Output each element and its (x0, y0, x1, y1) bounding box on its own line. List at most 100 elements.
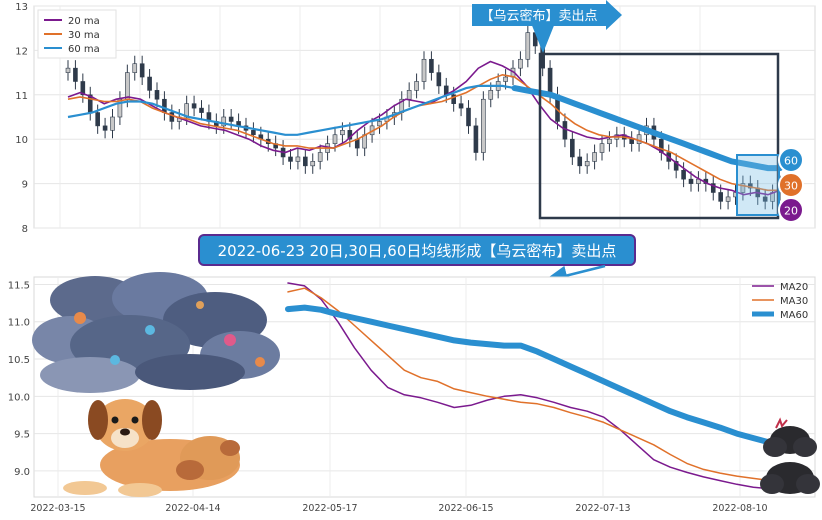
bottom-line-MA20 (287, 282, 771, 490)
candle-body (592, 152, 597, 162)
candle-body (102, 125, 108, 131)
candle-body (421, 58, 427, 82)
candle-body (132, 63, 138, 73)
bottom-x-axis-ticks: 2022-03-15 2022-04-14 2022-05-17 2022-06-15… (30, 503, 767, 514)
bottom-y-axis-ticks: 9.0 9.5 10.0 10.5 11.0 11.5 (8, 280, 30, 477)
candle-body (488, 90, 494, 100)
candle-body (154, 90, 160, 100)
candle-body (110, 116, 115, 131)
candle-body (317, 152, 323, 162)
ma-badges: 60 30 20 (778, 147, 804, 223)
candle-body (436, 72, 442, 87)
bottom-legend-label: MA20 (780, 282, 808, 293)
top-legend-label: 20 ma (68, 16, 100, 27)
top-ma-lines (67, 60, 783, 196)
candle-body (629, 138, 634, 144)
bottom-chart-panel: 9.0 9.5 10.0 10.5 11.0 11.5 2022-03-15 2022-04… (8, 272, 820, 514)
candle-body (80, 81, 86, 96)
bottom-ma-lines (285, 282, 773, 490)
candle-body (547, 67, 553, 96)
top-line-60-ma-emphasis (511, 85, 783, 172)
candle-body (451, 94, 456, 104)
candle-body (577, 156, 583, 167)
bottom-x-tick-label: 2022-07-13 (575, 503, 630, 514)
candle-body (221, 116, 227, 127)
candle-body (95, 112, 100, 127)
candle-body (503, 76, 508, 82)
candle-body (332, 134, 338, 144)
bottom-line-MA30 (287, 287, 771, 482)
top-y-tick-label: 9 (22, 180, 28, 191)
storm-cloud-illustration (32, 272, 280, 393)
candle-body (473, 125, 479, 153)
candle-body (525, 32, 531, 60)
candle-body (570, 138, 575, 158)
candle-body (466, 107, 471, 127)
top-y-tick-label: 13 (15, 2, 28, 13)
bottom-line-MA60 (285, 304, 773, 446)
badge-60-label: 60 (784, 155, 798, 168)
bottom-chart-title: 2022-06-23 20日,30日,60日均线形成【乌云密布】卖出点 (218, 242, 617, 260)
bottom-y-tick-label: 11.5 (8, 280, 30, 291)
candle-body (251, 130, 256, 136)
candle-body (340, 130, 345, 136)
dark-cloud-icon (760, 417, 820, 494)
candle-body (636, 134, 642, 144)
top-y-tick-label: 10 (15, 135, 28, 146)
candle-body (414, 81, 419, 91)
candle-body (73, 67, 78, 82)
top-plot-area (33, 5, 816, 229)
bottom-x-tick-label: 2022-04-14 (165, 503, 220, 514)
candle-body (607, 138, 612, 144)
top-y-tick-label: 11 (15, 91, 28, 102)
candle-body (740, 183, 746, 193)
candle-body (532, 32, 538, 47)
bottom-y-tick-label: 9.5 (14, 430, 30, 441)
candle-body (762, 196, 768, 202)
candle-body (288, 156, 293, 162)
bottom-x-tick-label: 2022-06-15 (438, 503, 493, 514)
candle-body (303, 156, 308, 167)
candle-body (584, 161, 590, 167)
candle-body (147, 76, 152, 91)
candle-body (710, 183, 716, 193)
bottom-y-tick-label: 11.0 (8, 318, 30, 329)
candle-body (139, 63, 145, 78)
recent-zone-box (736, 154, 780, 216)
sell-point-banner-label: 【乌云密布】卖出点 (480, 8, 597, 24)
title-banner-box (198, 234, 636, 266)
badge-20-circle (778, 197, 804, 223)
badge-20-label: 20 (784, 205, 798, 218)
candle-body (673, 161, 679, 171)
badge-30-label: 30 (784, 180, 798, 193)
candle-body (310, 161, 316, 167)
candle-body (295, 156, 301, 162)
banner-arrow-shape (472, 0, 622, 30)
bottom-x-tick-label: 2022-08-10 (712, 503, 767, 514)
candle-body (688, 178, 694, 184)
bottom-x-tick-label: 2022-03-15 (30, 503, 85, 514)
candle-body (406, 90, 412, 100)
candle-body (65, 67, 71, 73)
candle-body (199, 107, 204, 113)
candle-body (191, 103, 197, 109)
top-y-axis-ticks: 8 9 10 11 12 13 (15, 2, 28, 235)
top-legend-label: 60 ma (68, 44, 100, 55)
top-legend-label: 30 ma (68, 30, 100, 41)
candle-body (169, 112, 175, 122)
top-y-tick-label: 8 (22, 224, 28, 235)
candle-body (162, 98, 167, 113)
bottom-y-tick-label: 10.5 (8, 355, 30, 366)
sell-point-banner: 【乌云密布】卖出点 (472, 0, 622, 53)
candle-body (725, 196, 731, 202)
bottom-x-tick-label: 2022-05-17 (302, 503, 357, 514)
top-legend: 20 ma 30 ma 60 ma (37, 9, 117, 59)
candle-body (718, 192, 723, 202)
candle-body (429, 58, 434, 73)
bottom-legend: MA20 MA30 MA60 (752, 282, 808, 321)
candle-body (518, 58, 523, 69)
bottom-y-tick-label: 10.0 (8, 392, 30, 403)
candle-body (458, 103, 464, 109)
top-y-tick-label: 12 (15, 46, 28, 57)
crossover-zone-box (538, 52, 780, 220)
